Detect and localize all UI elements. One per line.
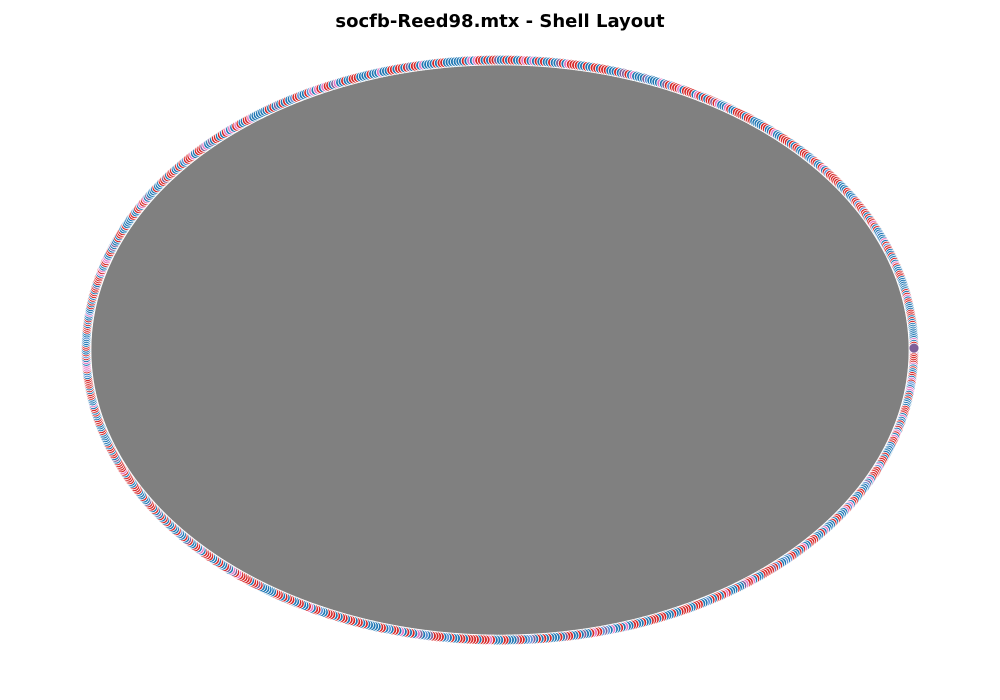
chart-title: socfb-Reed98.mtx - Shell Layout bbox=[335, 11, 665, 32]
edge-layer bbox=[88, 62, 912, 638]
edge-mass bbox=[88, 62, 912, 638]
node-layer bbox=[80, 54, 920, 646]
graph-node bbox=[908, 342, 920, 354]
